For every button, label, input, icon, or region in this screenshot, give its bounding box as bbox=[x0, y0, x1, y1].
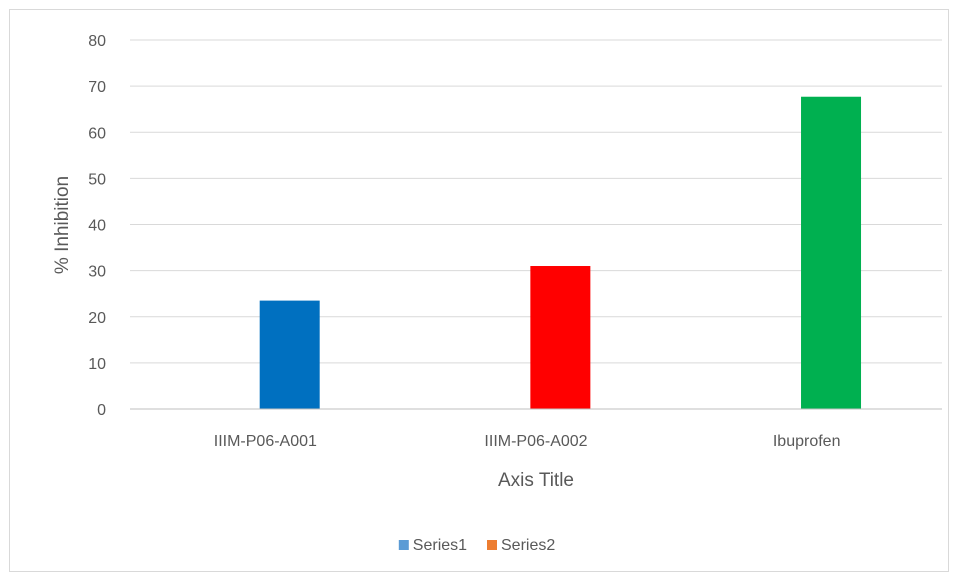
y-tick-label: 0 bbox=[97, 402, 106, 419]
y-tick-label: 10 bbox=[88, 356, 106, 373]
x-axis-title: Axis Title bbox=[498, 470, 574, 491]
x-tick-label: Ibuprofen bbox=[773, 433, 841, 450]
y-tick-label: 20 bbox=[88, 310, 106, 327]
y-axis-title: % Inhibition bbox=[52, 176, 73, 274]
bars bbox=[259, 96, 862, 409]
y-tick-label: 60 bbox=[88, 125, 106, 142]
legend: Series1 Series2 bbox=[398, 537, 555, 554]
legend-swatch-series2 bbox=[487, 540, 497, 550]
bar-ibuprofen bbox=[801, 96, 862, 409]
x-tick-label: IIIM-P06-A001 bbox=[214, 433, 317, 450]
chart-frame bbox=[9, 9, 949, 572]
legend-swatch-series1 bbox=[398, 540, 409, 550]
x-tick-label: IIIM-P06-A002 bbox=[484, 433, 587, 450]
y-tick-label: 30 bbox=[88, 264, 106, 281]
bar-iiim-p06-a001 bbox=[259, 300, 320, 409]
y-tick-label: 50 bbox=[88, 171, 106, 188]
y-axis-ticks: 0 10 20 30 40 50 60 70 80 bbox=[88, 33, 106, 419]
y-tick-label: 40 bbox=[88, 218, 106, 235]
bar-iiim-p06-a002 bbox=[530, 266, 591, 409]
y-tick-label: 80 bbox=[88, 33, 106, 50]
y-tick-label: 70 bbox=[88, 79, 106, 96]
legend-label-series1: Series1 bbox=[413, 537, 467, 554]
x-axis-ticks: IIIM-P06-A001 IIIM-P06-A002 Ibuprofen bbox=[214, 433, 841, 450]
legend-label-series2: Series2 bbox=[501, 537, 555, 554]
